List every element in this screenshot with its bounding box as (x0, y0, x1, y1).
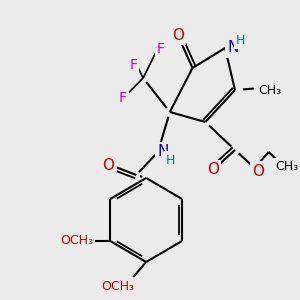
Text: CH₃: CH₃ (275, 160, 298, 173)
Text: O: O (103, 158, 115, 172)
Text: F: F (129, 58, 137, 72)
Text: CH₃: CH₃ (258, 83, 281, 97)
Text: OCH₃: OCH₃ (101, 280, 134, 293)
Text: O: O (172, 28, 184, 43)
Text: H: H (236, 34, 246, 46)
Text: O: O (252, 164, 264, 178)
Text: N: N (157, 145, 169, 160)
Text: F: F (118, 91, 126, 105)
Text: O: O (207, 163, 219, 178)
Text: F: F (157, 42, 165, 56)
Text: OCH₃: OCH₃ (60, 235, 93, 248)
Text: N: N (227, 40, 239, 56)
Text: H: H (166, 154, 176, 166)
